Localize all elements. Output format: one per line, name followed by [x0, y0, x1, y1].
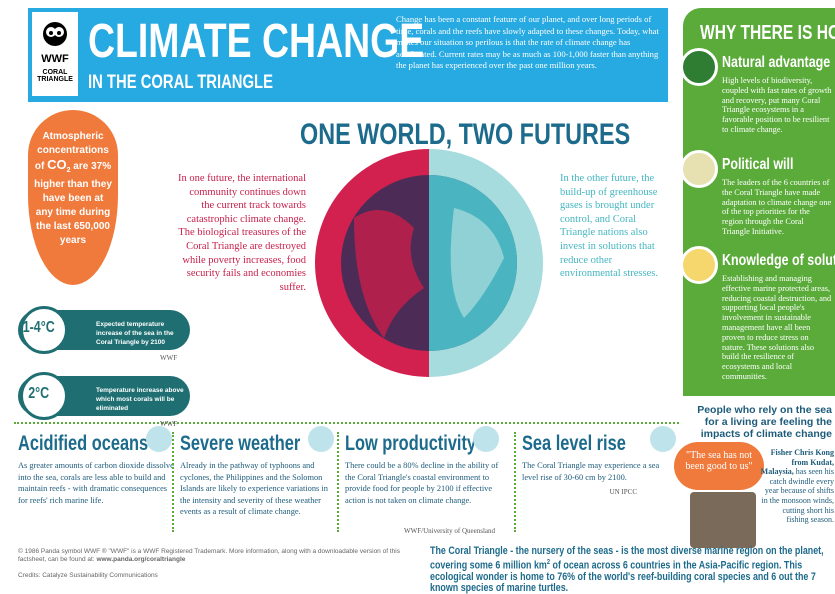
separator — [172, 432, 174, 532]
separator — [514, 432, 516, 532]
logo-text: WWF — [32, 53, 78, 65]
impact-source: UN IPCC — [522, 488, 637, 496]
separator — [337, 432, 339, 532]
futures-title: ONE WORLD, TWO FUTURES — [300, 118, 630, 152]
quote: "The sea has not been good to us" — [674, 442, 764, 490]
future-right: In the other future, the build-up of gre… — [560, 172, 668, 281]
impact-title: Acidified oceans — [18, 432, 148, 456]
future-left: In one future, the international communi… — [178, 172, 306, 294]
hope-item-title: Natural advantage — [722, 54, 830, 72]
legal-text: © 1986 Panda symbol WWF ® "WWF" is a WWF… — [18, 548, 400, 563]
stat-value: 2°C — [20, 385, 57, 403]
co2-rest: are 37% higher than they have been at an… — [34, 161, 112, 246]
co2-subscript: 2 — [67, 167, 71, 174]
hope-item-text: Establishing and managing effective mari… — [722, 274, 832, 382]
co2-symbol: CO — [47, 157, 67, 172]
logo-sub: CORAL TRIANGLE — [32, 69, 78, 83]
impact-text: As greater amounts of carbon dioxide dis… — [18, 460, 176, 506]
subtitle: IN THE CORAL TRIANGLE — [88, 72, 273, 94]
legal: © 1986 Panda symbol WWF ® "WWF" is a WWF… — [18, 548, 428, 564]
credits: Credits: Catalyze Sustainability Communi… — [18, 572, 158, 579]
stat-text: Temperature increase above which most co… — [96, 386, 188, 413]
impact-icon — [473, 426, 499, 452]
hope-icon — [680, 150, 718, 188]
impact-title: Low productivity — [345, 432, 476, 456]
impact-icon — [146, 426, 172, 452]
divider — [14, 422, 679, 424]
url: www.panda.org/coraltriangle — [96, 556, 185, 563]
intro: Change has been a constant feature of ou… — [396, 14, 662, 72]
impact-icon — [308, 426, 334, 452]
co2-bubble: Atmospheric concentrations of CO2 are 37… — [28, 110, 118, 285]
stat-text: Expected temperature increase of the sea… — [96, 320, 188, 347]
people-title: People who rely on the sea for a living … — [690, 404, 832, 440]
page: WWF CORAL TRIANGLE CLIMATE CHANGE IN THE… — [0, 0, 835, 584]
hope-icon — [680, 246, 718, 284]
title: CLIMATE CHANGE — [88, 14, 424, 69]
impact-text: Already in the pathway of typhoons and c… — [180, 460, 338, 518]
stat-value: 1-4°C — [20, 319, 57, 337]
panda-icon — [38, 18, 72, 48]
logo: WWF CORAL TRIANGLE — [32, 12, 78, 96]
impact-icon — [650, 426, 676, 452]
globe — [314, 148, 544, 378]
impact-source: WWF/University of Queensland — [345, 527, 495, 535]
hope-title: WHY THERE IS HOPE — [700, 22, 835, 45]
portrait — [690, 492, 756, 548]
hope-item-text: The leaders of the 6 countries of the Co… — [722, 178, 832, 237]
impact-text: There could be a 80% decline in the abil… — [345, 460, 503, 506]
hope-icon — [680, 48, 718, 86]
hope-item-text: High levels of biodiversity, coupled wit… — [722, 76, 832, 135]
hope-item-title: Political will — [722, 156, 793, 174]
impact-text: The Coral Triangle may experience a sea … — [522, 460, 672, 483]
stat-source: WWF — [160, 354, 177, 362]
people-caption: Fisher Chris Kong from Kudat, Malaysia, … — [760, 448, 834, 525]
statement: The Coral Triangle - the nursery of the … — [430, 546, 835, 594]
impact-title: Sea level rise — [522, 432, 626, 456]
impact-title: Severe weather — [180, 432, 300, 456]
hope-item-title: Knowledge of solutions — [722, 252, 835, 270]
